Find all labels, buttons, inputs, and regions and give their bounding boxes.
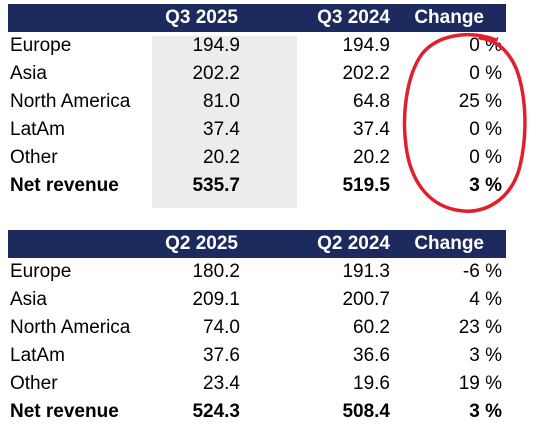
total-change-value: 3 % [469,401,502,422]
change-value: 23 % [458,317,502,338]
header-change: Change [414,7,484,28]
change-value: 0 % [469,119,502,140]
change-value: 25 % [458,91,502,112]
current-value: 194.9 [192,35,240,56]
total-row: Net revenue 524.3 508.4 3 % [8,398,506,426]
region-label: Other [10,373,58,394]
total-label: Net revenue [10,401,119,422]
header-current-period: Q2 2025 [165,233,238,254]
previous-value: 64.8 [353,91,390,112]
current-value: 180.2 [192,261,240,282]
header-current-period: Q3 2025 [165,7,238,28]
region-label: LatAm [10,345,65,366]
change-value: 4 % [469,289,502,310]
current-value: 23.4 [203,373,240,394]
previous-value: 37.4 [353,119,390,140]
table-header: Q3 2025 Q3 2024 Change [8,4,506,32]
change-value: -6 % [462,261,502,282]
previous-value: 194.9 [342,35,390,56]
current-value: 81.0 [203,91,240,112]
total-label: Net revenue [10,175,119,196]
total-current-value: 535.7 [192,175,240,196]
total-change-value: 3 % [469,175,502,196]
total-previous-value: 519.5 [342,175,390,196]
table-row: Europe 180.2 191.3 -6 % [8,258,506,286]
table-row: Asia 202.2 202.2 0 % [8,60,506,88]
table-row: LatAm 37.4 37.4 0 % [8,116,506,144]
q3-revenue-table: Q3 2025 Q3 2024 Change Europe 194.9 194.… [8,4,506,208]
total-previous-value: 508.4 [342,401,390,422]
region-label: Asia [10,289,47,310]
change-value: 3 % [469,345,502,366]
table-row: Other 20.2 20.2 0 % [8,144,506,172]
region-label: North America [10,317,131,338]
table-row: North America 74.0 60.2 23 % [8,314,506,342]
current-value: 20.2 [203,147,240,168]
table-row: Europe 194.9 194.9 0 % [8,32,506,60]
current-value: 74.0 [203,317,240,338]
region-label: North America [10,91,131,112]
region-label: Europe [10,35,72,56]
header-previous-period: Q3 2024 [317,7,390,28]
total-row: Net revenue 535.7 519.5 3 % [8,172,506,200]
previous-value: 202.2 [342,63,390,84]
change-value: 0 % [469,35,502,56]
previous-value: 191.3 [342,261,390,282]
current-value: 202.2 [192,63,240,84]
current-quarter-column-shading [152,36,297,208]
change-value: 19 % [458,373,502,394]
previous-value: 60.2 [353,317,390,338]
previous-value: 200.7 [342,289,390,310]
region-label: Europe [10,261,72,282]
change-value: 0 % [469,147,502,168]
header-change: Change [414,233,484,254]
region-label: Asia [10,63,47,84]
previous-value: 19.6 [353,373,390,394]
table-row: LatAm 37.6 36.6 3 % [8,342,506,370]
change-value: 0 % [469,63,502,84]
table-row: Other 23.4 19.6 19 % [8,370,506,398]
previous-value: 36.6 [353,345,390,366]
total-current-value: 524.3 [192,401,240,422]
current-value: 37.4 [203,119,240,140]
table-row: Asia 209.1 200.7 4 % [8,286,506,314]
table-header: Q2 2025 Q2 2024 Change [8,230,506,258]
region-label: LatAm [10,119,65,140]
current-value: 209.1 [192,289,240,310]
current-value: 37.6 [203,345,240,366]
table-row: North America 81.0 64.8 25 % [8,88,506,116]
previous-value: 20.2 [353,147,390,168]
region-label: Other [10,147,58,168]
q2-revenue-table: Q2 2025 Q2 2024 Change Europe 180.2 191.… [8,230,506,426]
header-previous-period: Q2 2024 [317,233,390,254]
